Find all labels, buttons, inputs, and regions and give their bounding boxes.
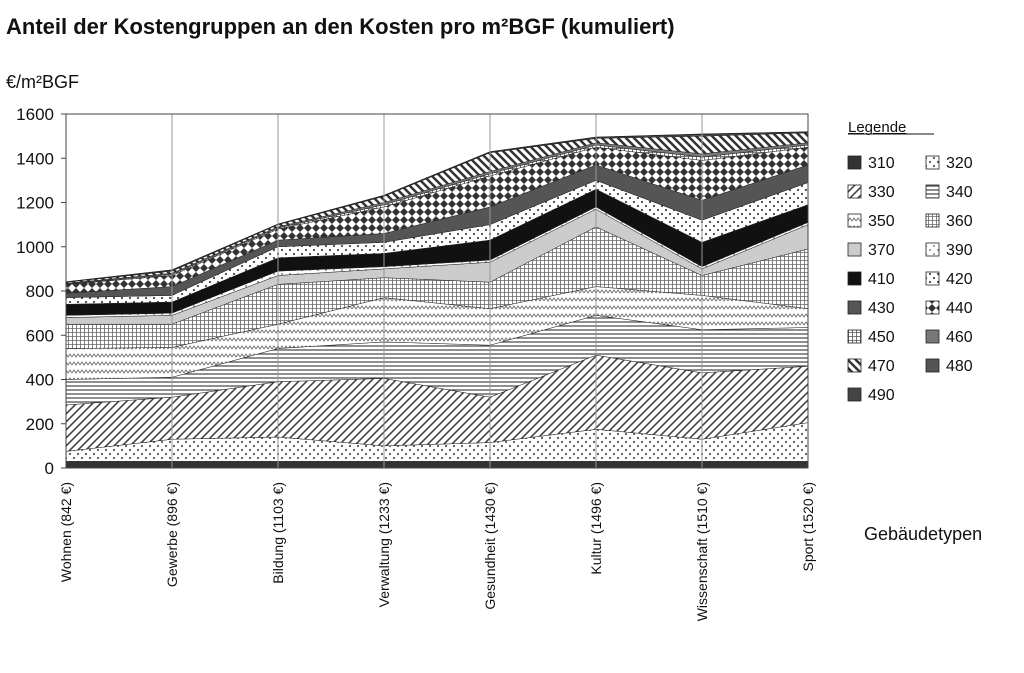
legend-swatch <box>925 329 940 344</box>
x-tick-label: Kultur (1496 €) <box>588 482 604 575</box>
y-tick-label: 800 <box>26 282 54 301</box>
y-axis-title: €/m²BGF <box>6 72 79 92</box>
legend-swatch <box>847 184 862 199</box>
legend-swatch <box>847 271 862 286</box>
legend-swatch <box>925 155 940 170</box>
legend-label: 480 <box>946 358 973 375</box>
legend-swatch <box>847 300 862 315</box>
legend-swatch <box>925 213 940 228</box>
legend-label: 320 <box>946 155 973 172</box>
y-tick-label: 0 <box>45 459 54 478</box>
x-tick-label: Bildung (1103 €) <box>270 482 286 584</box>
x-axis-title: Gebäudetypen <box>864 524 982 544</box>
legend-label: 360 <box>946 213 973 230</box>
legend-swatch <box>925 358 940 373</box>
legend-swatch <box>847 387 862 402</box>
legend-label: 410 <box>868 271 895 288</box>
legend-swatch <box>925 300 940 315</box>
legend-label: 310 <box>868 155 895 172</box>
legend-swatch <box>847 242 862 257</box>
y-tick-label: 1200 <box>16 194 54 213</box>
legend-label: 430 <box>868 300 895 317</box>
legend-label: 340 <box>946 184 973 201</box>
y-tick-label: 1000 <box>16 238 54 257</box>
legend-swatch <box>847 358 862 373</box>
legend-label: 350 <box>868 213 895 230</box>
y-tick-label: 600 <box>26 326 54 345</box>
legend-label: 420 <box>946 271 973 288</box>
legend-swatch <box>925 242 940 257</box>
y-tick-label: 200 <box>26 415 54 434</box>
legend-label: 330 <box>868 184 895 201</box>
legend-label: 470 <box>868 358 895 375</box>
area <box>65 461 809 469</box>
x-tick-label: Wohnen (842 €) <box>58 482 74 582</box>
legend-swatch <box>847 155 862 170</box>
legend-swatch <box>847 329 862 344</box>
y-tick-label: 1400 <box>16 149 54 168</box>
legend-swatch <box>925 271 940 286</box>
legend-label: 490 <box>868 387 895 404</box>
x-tick-label: Sport (1520 €) <box>800 482 816 572</box>
legend-swatch <box>925 184 940 199</box>
legend-title: Legende <box>848 119 906 136</box>
x-tick-label: Gesundheit (1430 €) <box>482 482 498 610</box>
legend-label: 390 <box>946 242 973 259</box>
x-tick-label: Verwaltung (1233 €) <box>376 482 392 607</box>
legend-label: 440 <box>946 300 973 317</box>
chart-title: Anteil der Kostengruppen an den Kosten p… <box>6 14 675 39</box>
legend-label: 460 <box>946 329 973 346</box>
x-tick-label: Gewerbe (896 €) <box>164 482 180 587</box>
legend-label: 370 <box>868 242 895 259</box>
x-tick-label: Wissenschaft (1510 €) <box>694 482 710 621</box>
y-tick-label: 400 <box>26 371 54 390</box>
legend-label: 450 <box>868 329 895 346</box>
legend-swatch <box>847 213 862 228</box>
y-tick-label: 1600 <box>16 105 54 124</box>
